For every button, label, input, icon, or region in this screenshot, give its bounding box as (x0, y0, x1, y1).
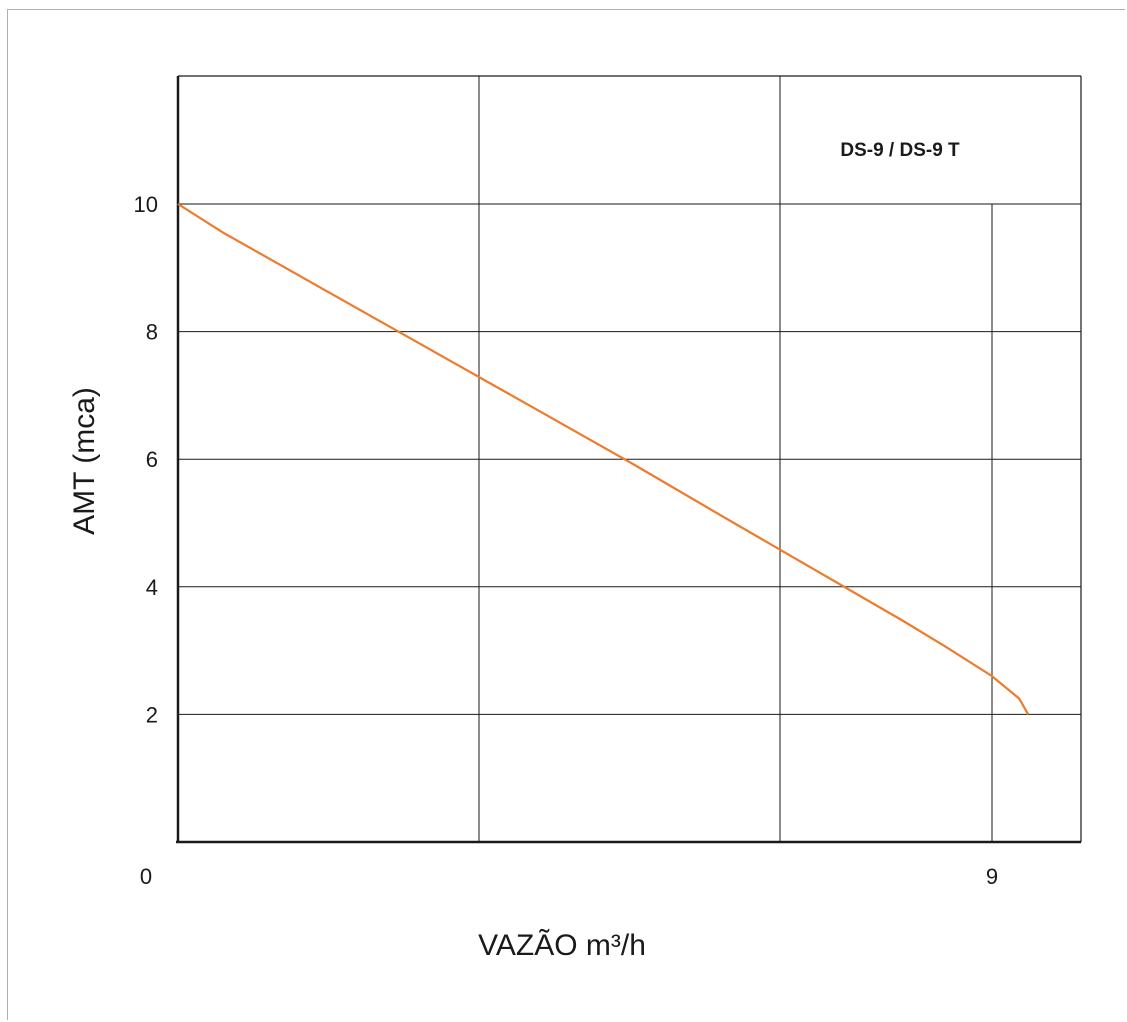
y-tick-label: 4 (146, 575, 158, 600)
y-tick-label: 6 (146, 447, 158, 472)
series-line (177, 203, 1030, 715)
series-label: DS-9 / DS-9 T (840, 140, 960, 161)
figure-frame (7, 9, 1125, 1020)
x-tick-label: 9 (986, 864, 998, 889)
y-tick-labels: 2 4 6 8 10 (134, 192, 158, 727)
axes (176, 75, 1082, 844)
grid (178, 76, 1081, 842)
x-axis-title: VAZÃO m³/h (478, 928, 646, 962)
y-tick-label: 10 (134, 192, 158, 217)
y-tick-label: 8 (146, 320, 158, 345)
y-axis-title: AMT (mca) (68, 387, 101, 535)
x-tick-label: 0 (140, 864, 152, 889)
y-tick-label: 2 (146, 702, 158, 727)
